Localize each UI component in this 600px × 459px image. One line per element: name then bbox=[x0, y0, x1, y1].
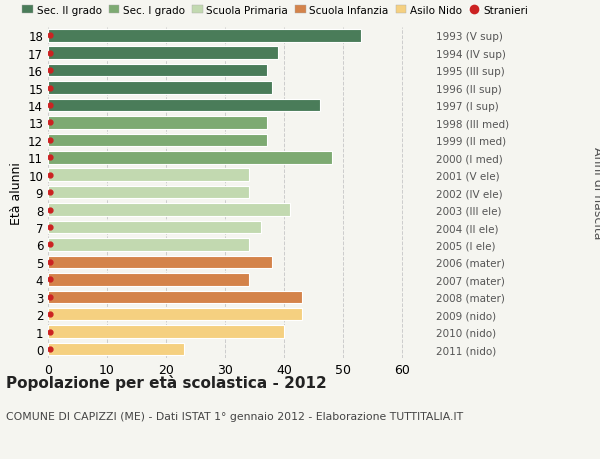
Bar bbox=[48, 343, 184, 356]
Bar bbox=[48, 65, 266, 77]
Text: Anni di nascita: Anni di nascita bbox=[590, 146, 600, 239]
Bar bbox=[48, 30, 361, 43]
Y-axis label: Età alunni: Età alunni bbox=[10, 162, 23, 224]
Text: Popolazione per età scolastica - 2012: Popolazione per età scolastica - 2012 bbox=[6, 374, 327, 390]
Legend: Sec. II grado, Sec. I grado, Scuola Primaria, Scuola Infanzia, Asilo Nido, Stran: Sec. II grado, Sec. I grado, Scuola Prim… bbox=[22, 6, 528, 16]
Bar bbox=[48, 326, 284, 338]
Bar bbox=[48, 82, 272, 95]
Bar bbox=[48, 308, 302, 321]
Bar bbox=[48, 134, 266, 147]
Bar bbox=[48, 152, 332, 164]
Bar bbox=[48, 239, 249, 251]
Bar bbox=[48, 169, 249, 182]
Text: COMUNE DI CAPIZZI (ME) - Dati ISTAT 1° gennaio 2012 - Elaborazione TUTTITALIA.IT: COMUNE DI CAPIZZI (ME) - Dati ISTAT 1° g… bbox=[6, 411, 463, 421]
Bar bbox=[48, 117, 266, 129]
Bar bbox=[48, 221, 260, 234]
Bar bbox=[48, 186, 249, 199]
Bar bbox=[48, 291, 302, 303]
Bar bbox=[48, 256, 272, 269]
Bar bbox=[48, 47, 278, 60]
Bar bbox=[48, 274, 249, 286]
Bar bbox=[48, 204, 290, 217]
Bar bbox=[48, 100, 320, 112]
